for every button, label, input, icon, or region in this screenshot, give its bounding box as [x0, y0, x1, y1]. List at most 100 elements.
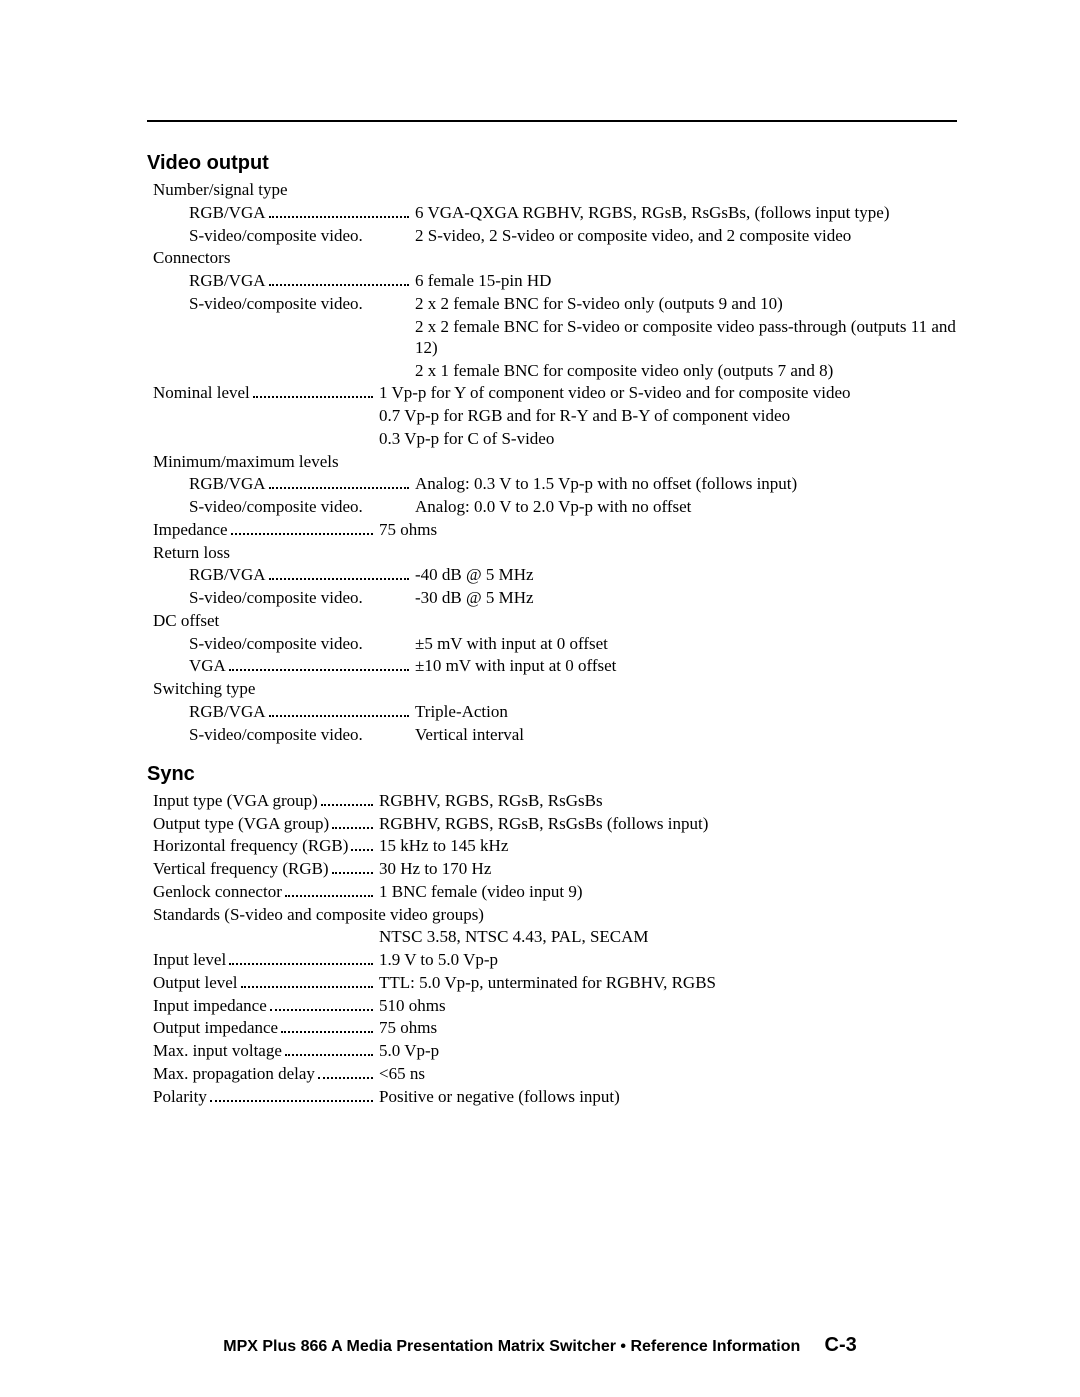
leader-dots [253, 384, 373, 399]
leader-dots [269, 271, 409, 286]
spec-label: Polarity [153, 1086, 210, 1107]
spec-value: 75 ohms [373, 519, 957, 540]
spec-row: Output type (VGA group) RGBHV, RGBS, RGs… [147, 813, 957, 834]
spec-row: S-video/composite video. Analog: 0.0 V t… [147, 496, 957, 517]
spec-row: RGB/VGA Analog: 0.3 V to 1.5 Vp-p with n… [147, 473, 957, 494]
spec-label: RGB/VGA [189, 270, 269, 291]
spec-value: ±10 mV with input at 0 offset [409, 655, 957, 676]
spec-label: S-video/composite video. [189, 293, 366, 314]
spec-label: S-video/composite video. [189, 724, 366, 745]
spec-value: 510 ohms [373, 995, 957, 1016]
spec-value: 2 x 1 female BNC for composite video onl… [189, 360, 833, 381]
spec-label: Genlock connector [153, 881, 285, 902]
spec-value: Triple-Action [409, 701, 957, 722]
spec-value: ±5 mV with input at 0 offset [409, 633, 957, 654]
spec-value: 1 Vp-p for Y of component video or S-vid… [373, 382, 957, 403]
spec-label: RGB/VGA [189, 202, 269, 223]
leader-dots [285, 1041, 373, 1056]
spec-label: S-video/composite video. [189, 496, 366, 517]
spec-label: Connectors [153, 247, 232, 268]
spec-row: Output impedance 75 ohms [147, 1017, 957, 1038]
spec-label: RGB/VGA [189, 564, 269, 585]
spec-value: Analog: 0.0 V to 2.0 Vp-p with no offset [409, 496, 957, 517]
spec-value: 5.0 Vp-p [373, 1040, 957, 1061]
spec-row: Return loss [147, 542, 957, 563]
spec-label: Number/signal type [153, 179, 290, 200]
spec-row: 0.3 Vp-p for C of S-video [147, 428, 957, 449]
page-footer: MPX Plus 866 A Media Presentation Matrix… [0, 1334, 1080, 1357]
section-title-video-output: Video output [147, 152, 957, 175]
spec-value: RGBHV, RGBS, RGsB, RsGsBs [373, 790, 957, 811]
section-title-sync: Sync [147, 763, 957, 786]
spec-row: NTSC 3.58, NTSC 4.43, PAL, SECAM [147, 926, 957, 947]
spec-row: S-video/composite video. 2 x 2 female BN… [147, 293, 957, 314]
spec-label: Minimum/maximum levels [153, 451, 341, 472]
leader-dots [332, 859, 373, 874]
leader-dots [229, 950, 373, 965]
leader-dots [321, 791, 373, 806]
spec-row: 2 x 2 female BNC for S-video or composit… [147, 316, 957, 359]
leader-dots [231, 520, 373, 535]
spec-value: 1.9 V to 5.0 Vp-p [373, 949, 957, 970]
spec-label: Input impedance [153, 995, 270, 1016]
spec-value: Analog: 0.3 V to 1.5 Vp-p with no offset… [409, 473, 957, 494]
spec-label: Input level [153, 949, 229, 970]
spec-value: <65 ns [373, 1063, 957, 1084]
spec-row: Genlock connector 1 BNC female (video in… [147, 881, 957, 902]
spec-value: Vertical interval [409, 724, 957, 745]
spec-row: Switching type [147, 678, 957, 699]
spec-label: Max. input voltage [153, 1040, 285, 1061]
spec-row: Polarity Positive or negative (follows i… [147, 1086, 957, 1107]
spec-label: Return loss [153, 542, 232, 563]
spec-label: Standards (S-video and composite video g… [153, 904, 486, 925]
leader-dots [351, 837, 373, 852]
spec-label: RGB/VGA [189, 701, 269, 722]
spec-value: 1 BNC female (video input 9) [373, 881, 957, 902]
spec-value: -30 dB @ 5 MHz [409, 587, 957, 608]
spec-value: 15 kHz to 145 kHz [373, 835, 957, 856]
spec-label: Output impedance [153, 1017, 281, 1038]
spec-label: RGB/VGA [189, 473, 269, 494]
spec-row: S-video/composite video. Vertical interv… [147, 724, 957, 745]
leader-dots [269, 203, 409, 218]
spec-value: 0.7 Vp-p for RGB and for R-Y and B-Y of … [153, 405, 790, 426]
spec-value: 2 x 2 female BNC for S-video or composit… [189, 316, 957, 359]
spec-value: RGBHV, RGBS, RGsB, RsGsBs (follows input… [373, 813, 957, 834]
spec-label: Nominal level [153, 382, 253, 403]
spec-row: RGB/VGA Triple-Action [147, 701, 957, 722]
spec-label: Max. propagation delay [153, 1063, 318, 1084]
spec-row: Input level 1.9 V to 5.0 Vp-p [147, 949, 957, 970]
spec-label: Vertical frequency (RGB) [153, 858, 332, 879]
spec-value: NTSC 3.58, NTSC 4.43, PAL, SECAM [153, 926, 649, 947]
spec-row: S-video/composite video. 2 S-video, 2 S-… [147, 225, 957, 246]
spec-row: Max. propagation delay <65 ns [147, 1063, 957, 1084]
spec-row: VGA ±10 mV with input at 0 offset [147, 655, 957, 676]
leader-dots [210, 1087, 373, 1102]
spec-row: RGB/VGA 6 female 15-pin HD [147, 270, 957, 291]
leader-dots [241, 973, 373, 988]
spec-value: 0.3 Vp-p for C of S-video [153, 428, 554, 449]
spec-row: RGB/VGA -40 dB @ 5 MHz [147, 564, 957, 585]
spec-label: Horizontal frequency (RGB) [153, 835, 351, 856]
spec-value: Positive or negative (follows input) [373, 1086, 957, 1107]
spec-value: 6 female 15-pin HD [409, 270, 957, 291]
leader-dots [270, 996, 373, 1011]
spec-row: Minimum/maximum levels [147, 451, 957, 472]
leader-dots [318, 1064, 373, 1079]
leader-dots [269, 702, 409, 717]
spec-value: 75 ohms [373, 1017, 957, 1038]
spec-row: Number/signal type [147, 179, 957, 200]
leader-dots [269, 475, 409, 490]
spec-row: Input type (VGA group) RGBHV, RGBS, RGsB… [147, 790, 957, 811]
spec-row: Standards (S-video and composite video g… [147, 904, 957, 925]
leader-dots [229, 657, 409, 672]
top-rule [147, 120, 957, 122]
page-content: Video output Number/signal type RGB/VGA … [147, 120, 957, 1108]
spec-row: S-video/composite video. ±5 mV with inpu… [147, 633, 957, 654]
spec-value: -40 dB @ 5 MHz [409, 564, 957, 585]
leader-dots [332, 814, 373, 829]
spec-row: Input impedance 510 ohms [147, 995, 957, 1016]
spec-value: TTL: 5.0 Vp-p, unterminated for RGBHV, R… [373, 972, 957, 993]
leader-dots [269, 566, 409, 581]
spec-label: S-video/composite video. [189, 633, 366, 654]
